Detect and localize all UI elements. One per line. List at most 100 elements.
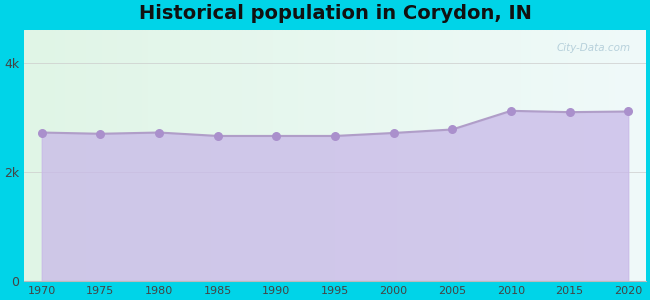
Point xyxy=(447,127,458,132)
Bar xyxy=(167,30,170,281)
Bar xyxy=(621,30,624,281)
Bar xyxy=(552,30,556,281)
Bar xyxy=(301,30,304,281)
Bar xyxy=(233,30,235,281)
Bar xyxy=(235,30,239,281)
Bar xyxy=(562,30,565,281)
Bar xyxy=(444,30,447,281)
Bar xyxy=(77,30,80,281)
Bar xyxy=(372,30,376,281)
Bar xyxy=(376,30,378,281)
Bar xyxy=(605,30,608,281)
Bar xyxy=(465,30,469,281)
Bar xyxy=(40,30,43,281)
Bar xyxy=(198,30,202,281)
Bar xyxy=(627,30,630,281)
Bar xyxy=(422,30,425,281)
Bar xyxy=(71,30,74,281)
Bar xyxy=(183,30,186,281)
Point xyxy=(36,130,47,135)
Bar xyxy=(319,30,322,281)
Bar xyxy=(64,30,68,281)
Point xyxy=(330,134,340,138)
Bar xyxy=(525,30,528,281)
Bar xyxy=(245,30,248,281)
Bar xyxy=(590,30,593,281)
Bar xyxy=(366,30,369,281)
Bar xyxy=(136,30,139,281)
Bar xyxy=(92,30,96,281)
Bar xyxy=(58,30,62,281)
Bar xyxy=(52,30,55,281)
Bar xyxy=(192,30,195,281)
Bar xyxy=(506,30,509,281)
Bar xyxy=(636,30,640,281)
Bar xyxy=(34,30,36,281)
Bar xyxy=(624,30,627,281)
Bar xyxy=(472,30,475,281)
Bar xyxy=(354,30,357,281)
Bar xyxy=(189,30,192,281)
Bar xyxy=(214,30,217,281)
Bar xyxy=(205,30,207,281)
Bar xyxy=(289,30,291,281)
Bar xyxy=(239,30,242,281)
Bar xyxy=(279,30,282,281)
Bar xyxy=(174,30,176,281)
Bar xyxy=(108,30,111,281)
Bar xyxy=(556,30,559,281)
Bar xyxy=(31,30,34,281)
Bar xyxy=(326,30,329,281)
Bar xyxy=(565,30,568,281)
Bar xyxy=(580,30,584,281)
Bar xyxy=(146,30,148,281)
Bar xyxy=(276,30,279,281)
Bar xyxy=(630,30,633,281)
Bar xyxy=(447,30,450,281)
Bar xyxy=(596,30,599,281)
Bar xyxy=(99,30,102,281)
Bar xyxy=(547,30,549,281)
Point xyxy=(271,134,281,138)
Bar xyxy=(587,30,590,281)
Bar xyxy=(282,30,285,281)
Bar xyxy=(335,30,338,281)
Bar xyxy=(416,30,419,281)
Bar xyxy=(490,30,493,281)
Bar xyxy=(382,30,385,281)
Point xyxy=(506,108,516,113)
Bar xyxy=(170,30,174,281)
Bar xyxy=(475,30,478,281)
Bar xyxy=(179,30,183,281)
Point xyxy=(623,109,634,114)
Bar xyxy=(257,30,261,281)
Bar xyxy=(400,30,404,281)
Bar xyxy=(460,30,462,281)
Bar xyxy=(307,30,310,281)
Bar xyxy=(497,30,500,281)
Bar xyxy=(158,30,161,281)
Bar xyxy=(441,30,444,281)
Bar xyxy=(434,30,437,281)
Bar xyxy=(90,30,92,281)
Bar xyxy=(83,30,86,281)
Bar xyxy=(133,30,136,281)
Bar xyxy=(195,30,198,281)
Bar xyxy=(322,30,326,281)
Bar xyxy=(515,30,519,281)
Bar xyxy=(155,30,158,281)
Bar xyxy=(263,30,266,281)
Bar xyxy=(509,30,512,281)
Bar xyxy=(462,30,465,281)
Bar xyxy=(425,30,428,281)
Bar xyxy=(488,30,490,281)
Bar xyxy=(27,30,31,281)
Bar xyxy=(584,30,587,281)
Bar xyxy=(357,30,360,281)
Bar xyxy=(68,30,71,281)
Bar xyxy=(127,30,130,281)
Bar xyxy=(618,30,621,281)
Bar xyxy=(142,30,146,281)
Text: City-Data.com: City-Data.com xyxy=(556,43,630,53)
Bar xyxy=(397,30,400,281)
